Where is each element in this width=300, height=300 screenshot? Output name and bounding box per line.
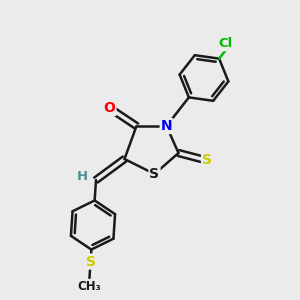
Text: S: S [85, 254, 96, 268]
Text: CH₃: CH₃ [77, 280, 101, 293]
Text: H: H [77, 170, 88, 184]
Text: S: S [202, 154, 212, 167]
Text: N: N [161, 119, 172, 133]
Text: S: S [149, 167, 160, 181]
Text: O: O [103, 101, 116, 115]
Text: Cl: Cl [218, 37, 233, 50]
